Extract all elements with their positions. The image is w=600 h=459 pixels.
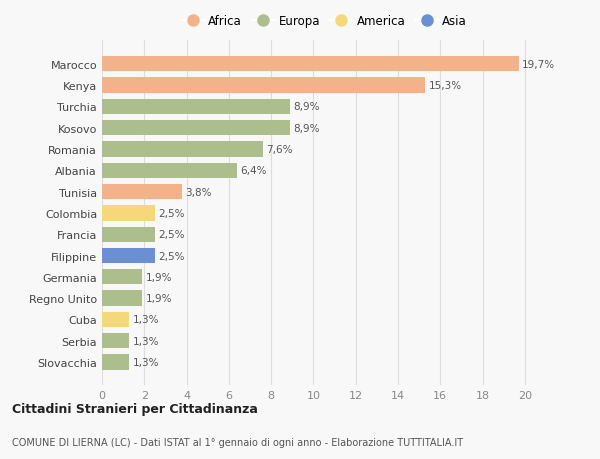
- Bar: [102, 333, 130, 349]
- Text: 3,8%: 3,8%: [185, 187, 212, 197]
- Text: 6,4%: 6,4%: [241, 166, 267, 176]
- Bar: [102, 185, 182, 200]
- Text: 2,5%: 2,5%: [158, 230, 185, 240]
- Text: 8,9%: 8,9%: [293, 123, 320, 134]
- Bar: [102, 142, 263, 157]
- Text: 2,5%: 2,5%: [158, 251, 185, 261]
- Text: 15,3%: 15,3%: [428, 81, 462, 91]
- Legend: Africa, Europa, America, Asia: Africa, Europa, America, Asia: [179, 13, 469, 30]
- Bar: [102, 57, 518, 72]
- Bar: [102, 355, 130, 370]
- Bar: [102, 163, 238, 179]
- Text: 1,3%: 1,3%: [133, 315, 159, 325]
- Bar: [102, 291, 142, 306]
- Bar: [102, 312, 130, 327]
- Text: 1,3%: 1,3%: [133, 357, 159, 367]
- Text: 1,9%: 1,9%: [145, 272, 172, 282]
- Text: COMUNE DI LIERNA (LC) - Dati ISTAT al 1° gennaio di ogni anno - Elaborazione TUT: COMUNE DI LIERNA (LC) - Dati ISTAT al 1°…: [12, 437, 463, 448]
- Text: 1,3%: 1,3%: [133, 336, 159, 346]
- Text: 19,7%: 19,7%: [521, 60, 555, 70]
- Bar: [102, 100, 290, 115]
- Text: 7,6%: 7,6%: [266, 145, 292, 155]
- Bar: [102, 206, 155, 221]
- Bar: [102, 78, 425, 94]
- Bar: [102, 121, 290, 136]
- Text: 1,9%: 1,9%: [145, 293, 172, 303]
- Text: 2,5%: 2,5%: [158, 208, 185, 218]
- Bar: [102, 269, 142, 285]
- Text: Cittadini Stranieri per Cittadinanza: Cittadini Stranieri per Cittadinanza: [12, 403, 258, 415]
- Text: 8,9%: 8,9%: [293, 102, 320, 112]
- Bar: [102, 227, 155, 242]
- Bar: [102, 248, 155, 263]
